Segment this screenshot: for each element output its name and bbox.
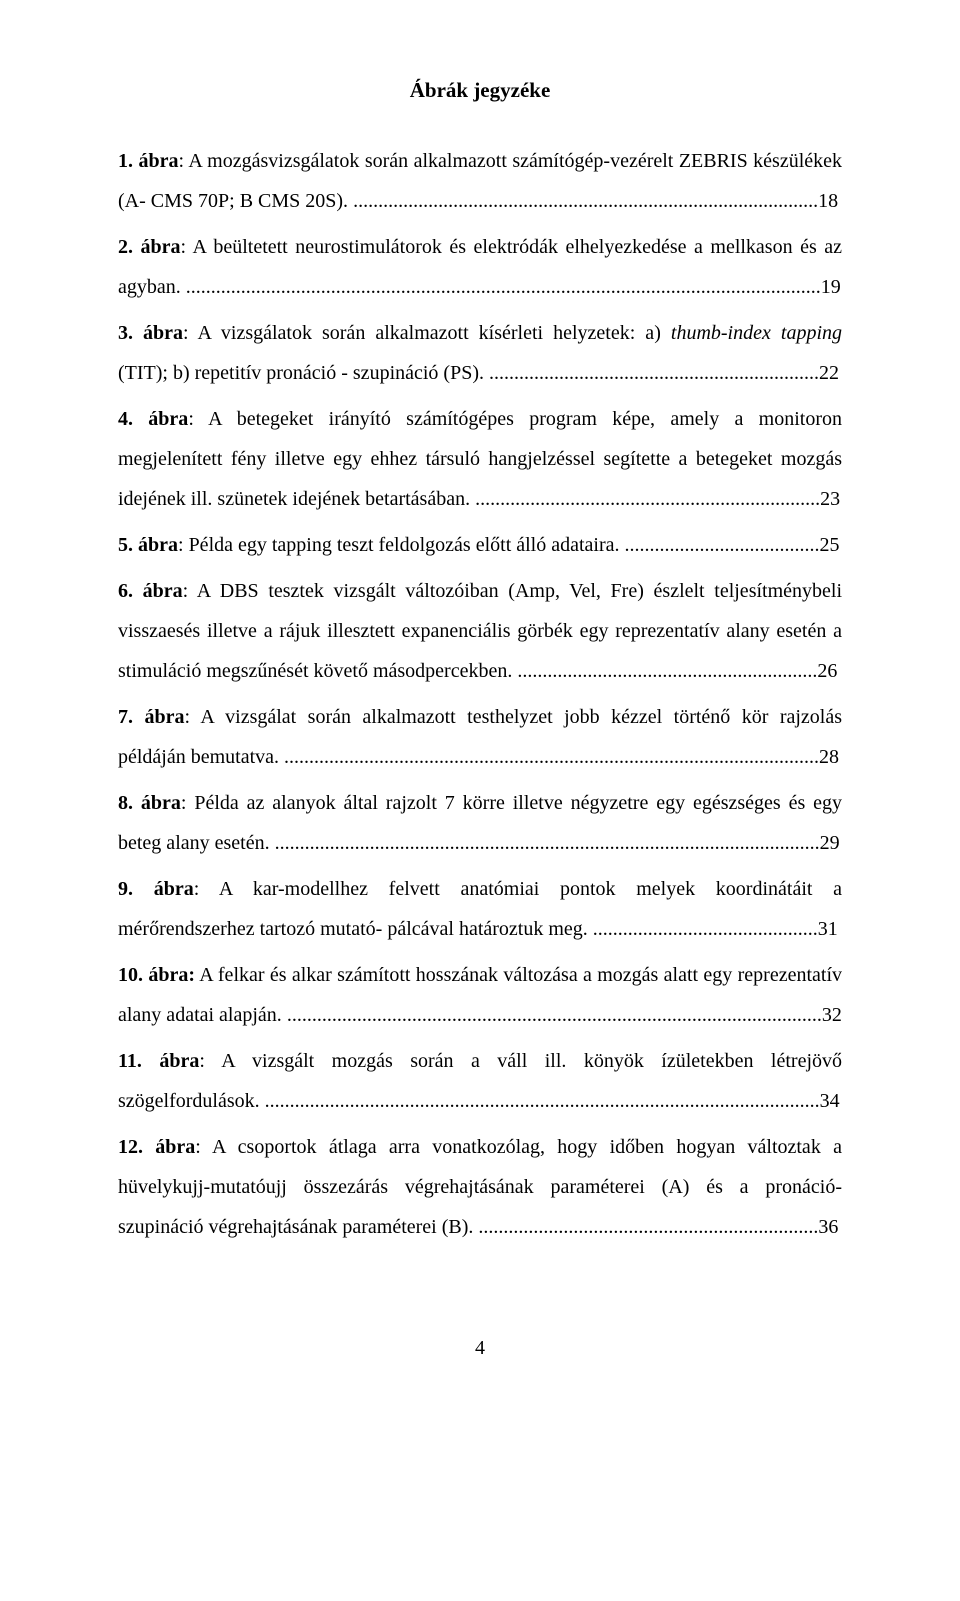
figure-entry: 12. ábra: A csoportok átlaga arra vonatk… [118, 1127, 842, 1247]
figure-label: 8. ábra [118, 792, 181, 814]
figure-entry: 11. ábra: A vizsgált mozgás során a váll… [118, 1041, 842, 1121]
figure-label-separator: : [194, 878, 219, 900]
figure-entry: 3. ábra: A vizsgálatok során alkalmazott… [118, 313, 842, 393]
leader-dots: ........................................… [265, 1090, 820, 1112]
leader-dots: ........................................… [512, 660, 817, 682]
figure-page: 22 [819, 362, 839, 384]
figure-label-separator: : [181, 236, 193, 258]
figure-label-separator: : [184, 706, 200, 728]
figure-page: 32 [822, 1004, 842, 1026]
figure-page: 23 [820, 488, 840, 510]
figure-page: 34 [820, 1090, 840, 1112]
leader-dots: ........................................… [470, 488, 820, 510]
leader-dots: ........................................… [181, 276, 821, 298]
leader-dots: ........................................… [275, 832, 820, 854]
figure-page: 28 [819, 746, 839, 768]
figure-entry: 7. ábra: A vizsgálat során alkalmazott t… [118, 697, 842, 777]
figure-entry: 6. ábra: A DBS tesztek vizsgált változói… [118, 571, 842, 691]
figure-label-separator: : [183, 322, 197, 344]
figure-text: A vizsgálatok során alkalmazott kísérlet… [198, 322, 671, 344]
figure-label: 4. ábra [118, 408, 188, 430]
figure-label-separator: : [199, 1050, 221, 1072]
leader-dots: ........................................… [484, 362, 819, 384]
leader-dots: ........................................… [593, 918, 818, 940]
figure-page: 25 [820, 534, 840, 556]
figure-list: 1. ábra: A mozgásvizsgálatok során alkal… [118, 141, 842, 1247]
figure-label: 6. ábra [118, 580, 183, 602]
figure-page: 19 [821, 276, 841, 298]
figure-page: 26 [817, 660, 837, 682]
figure-entry: 5. ábra: Példa egy tapping teszt feldolg… [118, 525, 842, 565]
figure-label-separator: : [195, 1136, 212, 1158]
figure-label: 5. ábra [118, 534, 178, 556]
figure-page: 29 [820, 832, 840, 854]
figure-entry: 8. ábra: Példa az alanyok által rajzolt … [118, 783, 842, 863]
figure-label: 7. ábra [118, 706, 184, 728]
figure-label-separator: : [178, 534, 189, 556]
figure-text-italic: thumb-index tapping [671, 322, 842, 344]
figure-label-separator: : [183, 580, 197, 602]
leader-dots: ........................................… [478, 1216, 818, 1238]
page-number: 4 [118, 1337, 842, 1360]
figure-page: 36 [818, 1216, 838, 1238]
figure-label-separator: : [188, 408, 208, 430]
figure-label: 2. ábra [118, 236, 181, 258]
leader-dots: ....................................... [625, 534, 820, 556]
figure-label: 12. ábra [118, 1136, 195, 1158]
figure-label: 9. ábra [118, 878, 194, 900]
leader-dots: ........................................… [348, 190, 818, 212]
figure-entry: 9. ábra: A kar-modellhez felvett anatómi… [118, 869, 842, 949]
figure-entry: 1. ábra: A mozgásvizsgálatok során alkal… [118, 141, 842, 221]
figure-text-after: (TIT); b) repetitív pronáció - szupináci… [118, 362, 484, 384]
page-title: Ábrák jegyzéke [118, 78, 842, 103]
leader-dots: ........................................… [282, 1004, 822, 1026]
figure-label: 1. ábra [118, 150, 178, 172]
figure-entry: 10. ábra: A felkar és alkar számított ho… [118, 955, 842, 1035]
figure-entry: 2. ábra: A beültetett neurostimulátorok … [118, 227, 842, 307]
figure-page: 18 [818, 190, 838, 212]
leader-dots: ........................................… [284, 746, 819, 768]
figure-label: 11. ábra [118, 1050, 199, 1072]
figure-label: 3. ábra [118, 322, 183, 344]
figure-text: Példa egy tapping teszt feldolgozás előt… [189, 534, 625, 556]
figure-label: 10. ábra: [118, 964, 195, 986]
figure-label-separator: : [181, 792, 194, 814]
figure-label-separator: : [178, 150, 188, 172]
figure-entry: 4. ábra: A betegeket irányító számítógép… [118, 399, 842, 519]
figure-page: 31 [818, 918, 838, 940]
